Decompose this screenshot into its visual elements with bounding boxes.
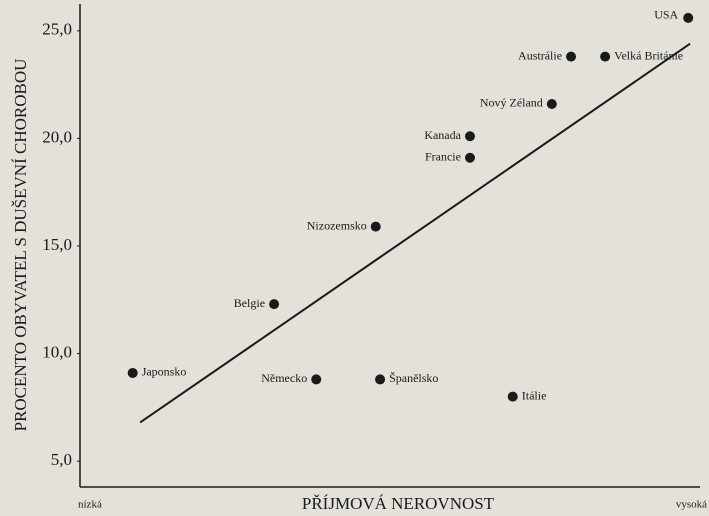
point [269, 299, 280, 310]
point-label: Japonsko [142, 365, 187, 379]
point-label: Francie [425, 150, 461, 164]
x-axis-label: PŘÍJMOVÁ NEROVNOST [302, 494, 495, 513]
y-tick-label: 20,0 [42, 127, 72, 146]
point [507, 391, 518, 402]
point [127, 367, 138, 378]
point-label: Velká Británie [614, 48, 683, 62]
y-tick-label: 5,0 [51, 450, 72, 469]
point [370, 221, 381, 232]
point-label: Nizozemsko [307, 218, 367, 232]
point-label: Španělsko [389, 371, 438, 385]
point-label: Nový Zéland [480, 96, 543, 110]
trend-line [139, 42, 691, 424]
x-high-label: vysoká [676, 499, 707, 511]
y-tick-label: 15,0 [42, 235, 72, 254]
point [375, 374, 386, 385]
y-tick-label: 25,0 [42, 20, 72, 39]
point [546, 98, 557, 109]
point [311, 374, 322, 385]
x-low-label: nízká [78, 499, 102, 511]
point-label: Kanada [424, 128, 461, 142]
point [464, 152, 475, 163]
point-label: Itálie [522, 388, 547, 402]
y-axis-label: PROCENTO OBYVATEL S DUŠEVNÍ CHOROBOU [11, 59, 30, 432]
y-tick-label: 10,0 [42, 342, 72, 361]
point-label: USA [654, 8, 678, 22]
point-label: Německo [261, 371, 307, 385]
point-label: Belgie [234, 296, 265, 310]
point [566, 51, 577, 62]
point-label: Austrálie [518, 48, 562, 62]
point [464, 131, 475, 142]
point [600, 51, 611, 62]
point [683, 12, 694, 23]
